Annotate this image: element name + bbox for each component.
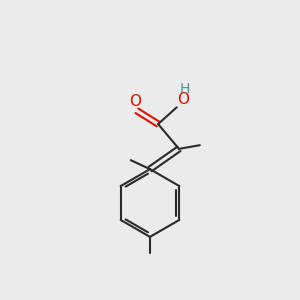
Text: O: O (129, 94, 141, 109)
Text: H: H (180, 82, 190, 96)
Text: O: O (178, 92, 190, 107)
